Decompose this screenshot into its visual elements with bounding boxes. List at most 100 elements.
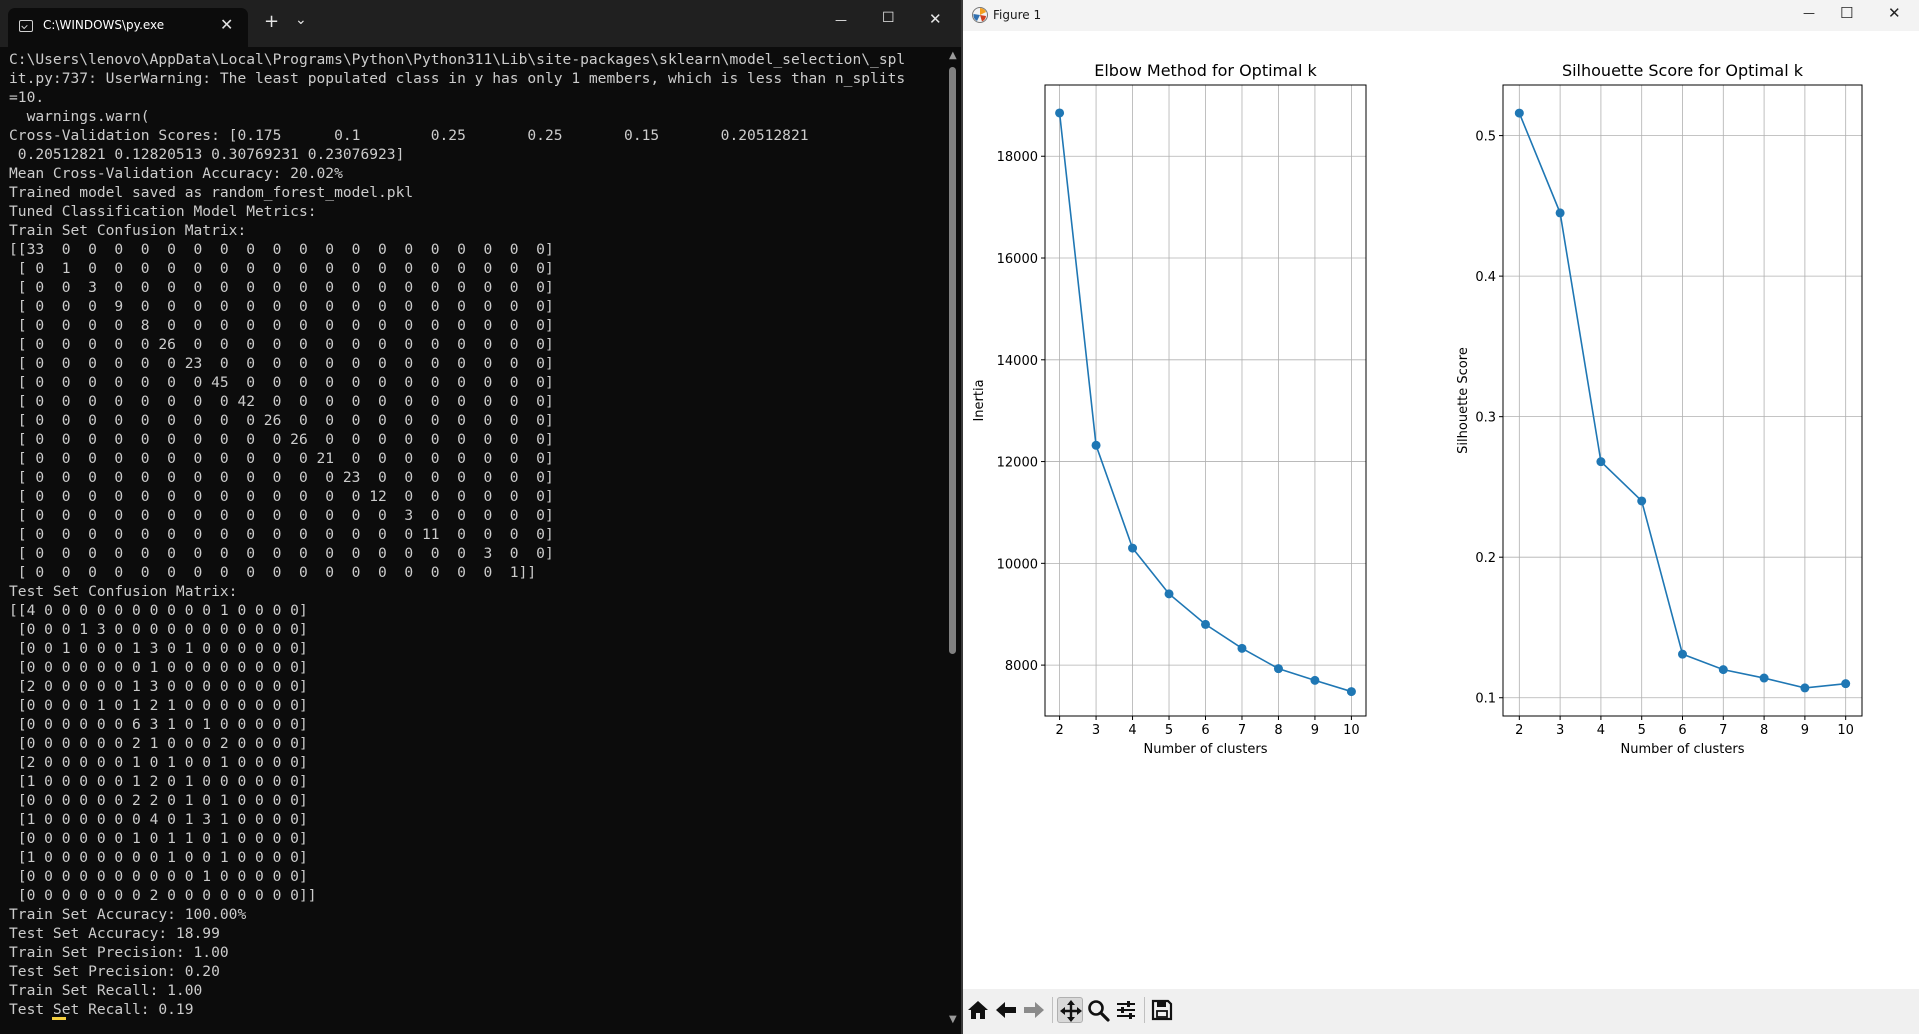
- terminal-line: Train Set Precision: 1.00: [9, 944, 229, 961]
- chart1-x-tick-label: 6: [1201, 723, 1209, 738]
- chart2-x-tick-label: 3: [1556, 723, 1564, 738]
- chart1-y-tick-label: 18000: [997, 150, 1038, 165]
- chart1-data-point: [1091, 440, 1101, 450]
- terminal-line: =10.: [9, 89, 45, 106]
- figure-window: Figure 1 — ☐ ✕ 2 3 4 5 6 7 8 9 10 8000 10000 12000 1…: [963, 0, 1919, 1034]
- chart2-data-point: [1678, 649, 1687, 659]
- chart2-x-tick-label: 2: [1515, 723, 1523, 738]
- terminal-output[interactable]: C:\Users\lenovo\AppData\Local\Programs\P…: [9, 50, 949, 1030]
- terminal-line: [0 0 0 0 0 0 6 3 1 0 1 0 0 0 0 0]: [9, 716, 308, 733]
- chart1-x-tick-label: 5: [1165, 723, 1173, 738]
- terminal-maximize-button[interactable]: ☐: [882, 10, 895, 26]
- terminal-minimize-button[interactable]: —: [835, 13, 847, 27]
- scroll-down-arrow-icon[interactable]: ▼: [949, 1014, 957, 1025]
- configure-subplots-icon[interactable]: [1113, 997, 1139, 1023]
- chart2-y-tick-label: 0.5: [1475, 130, 1496, 145]
- chart2-y-tick-label: 0.4: [1475, 270, 1496, 285]
- window-divider: [961, 0, 963, 1034]
- chart1-data-point: [1237, 643, 1247, 653]
- chart1-y-tick-label: 12000: [997, 456, 1038, 471]
- tab-close-icon[interactable]: ✕: [220, 15, 234, 34]
- terminal-line: [ 0 1 0 0 0 0 0 0 0 0 0 0 0 0 0 0 0 0 0 …: [9, 260, 554, 277]
- terminal-line: [0 0 0 0 0 0 1 0 1 1 0 1 0 0 0 0]: [9, 830, 308, 847]
- toolbar-separator: [1052, 997, 1053, 1023]
- chart1-data-point: [1201, 619, 1210, 629]
- save-icon[interactable]: [1149, 997, 1175, 1023]
- new-tab-button[interactable]: +: [264, 11, 280, 32]
- terminal-line: [0 0 0 0 0 0 0 1 0 0 0 0 0 0 0 0]: [9, 659, 308, 676]
- terminal-line: [ 0 0 3 0 0 0 0 0 0 0 0 0 0 0 0 0 0 0 0 …: [9, 279, 554, 296]
- terminal-line: Train Set Confusion Matrix:: [9, 222, 247, 239]
- figure-minimize-button[interactable]: —: [1803, 6, 1815, 20]
- chart1-data-point: [1164, 589, 1174, 599]
- terminal-line: 0.20512821 0.12820513 0.30769231 0.23076…: [9, 146, 405, 163]
- chart2-y-axis-label: Silhouette Score: [1456, 347, 1471, 454]
- chart2-data-point: [1555, 208, 1565, 218]
- terminal-line: [ 0 0 0 0 0 0 0 45 0 0 0 0 0 0 0 0 0 0 0…: [9, 374, 554, 391]
- figure-close-button[interactable]: ✕: [1888, 4, 1901, 22]
- terminal-line: [0 0 1 0 0 0 1 3 0 1 0 0 0 0 0 0]: [9, 640, 308, 657]
- toolbar-separator: [1144, 997, 1145, 1023]
- chart1-x-tick-label: 9: [1311, 723, 1319, 738]
- scroll-up-arrow-icon[interactable]: ▲: [949, 50, 957, 61]
- terminal-icon: [19, 20, 33, 32]
- chart1-data-point: [1055, 108, 1065, 118]
- terminal-line: Tuned Classification Model Metrics:: [9, 203, 317, 220]
- terminal-line: Trained model saved as random_forest_mod…: [9, 184, 414, 201]
- matplotlib-logo-icon: [972, 7, 988, 23]
- terminal-line: [ 0 0 0 9 0 0 0 0 0 0 0 0 0 0 0 0 0 0 0 …: [9, 298, 554, 315]
- terminal-window: C:\WINDOWS\py.exe ✕ + ⌄ — ☐ ✕ C:\Users\l…: [0, 0, 961, 1034]
- zoom-icon[interactable]: [1085, 997, 1111, 1023]
- tab-dropdown-button[interactable]: ⌄: [295, 12, 307, 28]
- terminal-line: [0 0 0 0 0 0 0 2 0 0 0 0 0 0 0 0]]: [9, 887, 317, 904]
- terminal-close-button[interactable]: ✕: [929, 10, 942, 28]
- terminal-line: it.py:737: UserWarning: The least popula…: [9, 70, 906, 87]
- plot-canvas[interactable]: 2 3 4 5 6 7 8 9 10 8000 10000 12000 14000 16000 18000 E…: [963, 31, 1919, 989]
- home-icon[interactable]: [965, 997, 991, 1023]
- chart2-x-tick-label: 8: [1760, 723, 1768, 738]
- terminal-line: [ 0 0 0 0 0 0 0 0 0 0 0 0 0 12 0 0 0 0 0…: [9, 488, 554, 505]
- terminal-line: [1 0 0 0 0 0 1 2 0 1 0 0 0 0 0 0]: [9, 773, 308, 790]
- chart2-title: Silhouette Score for Optimal k: [1562, 61, 1804, 80]
- chart1-title: Elbow Method for Optimal k: [1094, 61, 1317, 80]
- back-icon[interactable]: [993, 997, 1019, 1023]
- chart1-y-tick-label: 8000: [1005, 659, 1038, 674]
- terminal-line: [1 0 0 0 0 0 0 4 0 1 3 1 0 0 0 0]: [9, 811, 308, 828]
- figure-maximize-button[interactable]: ☐: [1840, 4, 1854, 22]
- chart1-y-tick-label: 16000: [997, 252, 1038, 267]
- terminal-line: Test Set Recall: 0.19: [9, 1001, 194, 1018]
- pan-icon[interactable]: [1057, 997, 1083, 1023]
- terminal-line: C:\Users\lenovo\AppData\Local\Programs\P…: [9, 51, 906, 68]
- chart2-y-tick-label: 0.2: [1475, 551, 1496, 566]
- chart1-x-tick-label: 7: [1238, 723, 1246, 738]
- chart2-x-axis-label: Number of clusters: [1620, 742, 1744, 757]
- terminal-line: [0 0 0 0 0 0 2 2 0 1 0 1 0 0 0 0]: [9, 792, 308, 809]
- chart2-x-tick-label: 9: [1801, 723, 1809, 738]
- terminal-line: [ 0 0 0 0 0 0 0 0 0 26 0 0 0 0 0 0 0 0 0…: [9, 412, 554, 429]
- terminal-line: [2 0 0 0 0 0 1 0 1 0 0 1 0 0 0 0]: [9, 754, 308, 771]
- terminal-line: [2 0 0 0 0 0 1 3 0 0 0 0 0 0 0 0]: [9, 678, 308, 695]
- terminal-line: Train Set Recall: 1.00: [9, 982, 203, 999]
- chart1-data-point: [1273, 664, 1283, 674]
- scrollbar-thumb[interactable]: [949, 67, 956, 654]
- terminal-line: Cross-Validation Scores: [0.175 0.1 0.25…: [9, 127, 809, 144]
- chart2-data-point: [1841, 679, 1851, 689]
- charts-svg[interactable]: 2 3 4 5 6 7 8 9 10 8000 10000 12000 14000 16000 18000 E…: [963, 31, 1919, 989]
- terminal-line: [ 0 0 0 0 8 0 0 0 0 0 0 0 0 0 0 0 0 0 0 …: [9, 317, 554, 334]
- figure-titlebar: Figure 1 — ☐ ✕: [963, 0, 1919, 31]
- terminal-line: Train Set Accuracy: 100.00%: [9, 906, 247, 923]
- terminal-line: [ 0 0 0 0 0 0 0 0 0 0 0 0 23 0 0 0 0 0 0…: [9, 469, 554, 486]
- terminal-line: [ 0 0 0 0 0 0 0 0 0 0 26 0 0 0 0 0 0 0 0…: [9, 431, 554, 448]
- figure-window-title: Figure 1: [993, 8, 1042, 22]
- forward-icon[interactable]: [1021, 997, 1047, 1023]
- terminal-line: [0 0 0 0 1 0 1 2 1 0 0 0 0 0 0 0]: [9, 697, 308, 714]
- terminal-line: Mean Cross-Validation Accuracy: 20.02%: [9, 165, 343, 182]
- terminal-tab[interactable]: C:\WINDOWS\py.exe ✕: [8, 8, 248, 47]
- chart1-x-tick-label: 4: [1128, 723, 1136, 738]
- terminal-scrollbar[interactable]: ▲ ▼: [946, 47, 961, 1034]
- chart1-y-tick-label: 10000: [997, 557, 1038, 572]
- chart1-x-tick-label: 10: [1343, 723, 1360, 738]
- terminal-line: [ 0 0 0 0 0 0 0 0 0 0 0 0 0 0 3 0 0 0 0 …: [9, 507, 554, 524]
- chart2-data-point: [1514, 108, 1524, 118]
- chart2-x-tick-label: 4: [1597, 723, 1605, 738]
